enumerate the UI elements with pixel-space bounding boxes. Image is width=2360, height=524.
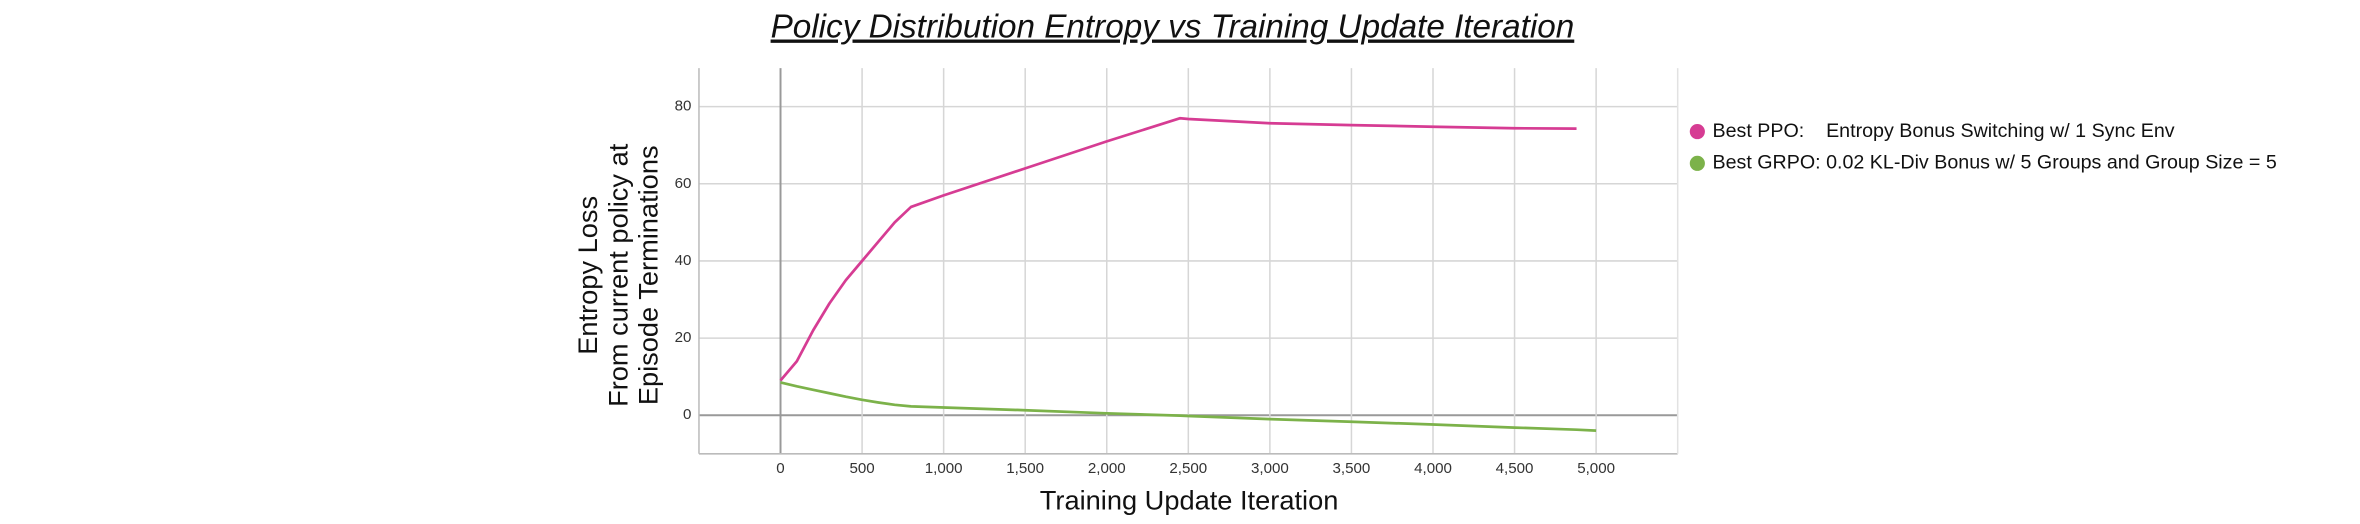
y-tick-label: 40 [675, 252, 692, 269]
legend-label: Best PPO: Entropy Bonus Switching w/ 1 S… [1712, 120, 2174, 142]
x-tick-label: 500 [849, 460, 874, 477]
x-tick-label: 3,000 [1251, 460, 1289, 477]
x-tick-label: 0 [776, 460, 784, 477]
legend: Best PPO: Entropy Bonus Switching w/ 1 S… [1689, 120, 2277, 174]
data-line [780, 381, 1597, 433]
data-line [779, 116, 1577, 382]
y-axis-label-line: From current policy at [602, 143, 633, 407]
y-tick-label: 80 [675, 98, 692, 115]
x-tick-label: 5,000 [1577, 460, 1615, 477]
chart-title: Policy Distribution Entropy vs Training … [771, 9, 1575, 46]
y-tick-label: 60 [675, 175, 692, 192]
y-axis-label-line: Episode Terminations [633, 145, 664, 405]
legend-label: Best GRPO: 0.02 KL-Div Bonus w/ 5 Groups… [1712, 152, 2276, 174]
y-tick-label: 0 [683, 406, 691, 423]
y-tick-label: 20 [675, 329, 692, 346]
x-tick-label: 1,000 [925, 460, 963, 477]
x-tick-label: 3,500 [1333, 460, 1371, 477]
x-tick-label: 2,500 [1169, 460, 1207, 477]
legend-marker [1689, 155, 1705, 171]
x-tick-label: 2,000 [1088, 460, 1126, 477]
legend-marker [1689, 124, 1705, 140]
x-tick-label: 4,500 [1496, 460, 1534, 477]
x-axis-label: Training Update Iteration [1040, 484, 1339, 515]
x-tick-label: 1,500 [1006, 460, 1044, 477]
y-axis-label: Entropy Loss From current policy at Episod… [572, 143, 664, 407]
y-axis-label-line: Entropy Loss [572, 196, 603, 355]
x-tick-label: 4,000 [1414, 460, 1452, 477]
